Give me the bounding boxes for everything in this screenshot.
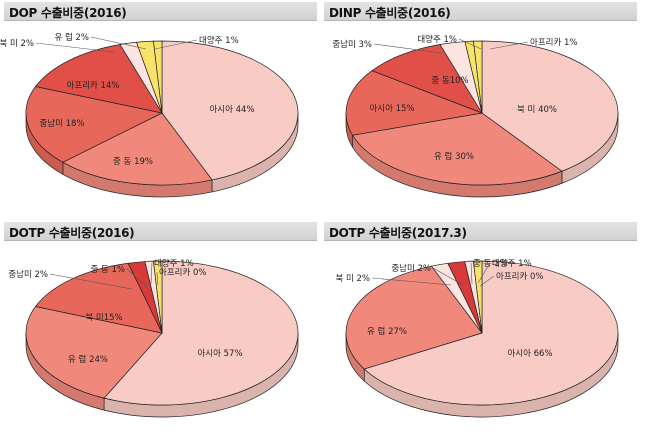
- leader-line: [458, 38, 482, 50]
- leader-line: [373, 43, 442, 54]
- leader-line: [432, 267, 464, 286]
- pie-chart: 아시아 66% 유 럽 27% 북 미 2% 중남미 2% 중 동 1%대양주 1% 아프…: [335, 258, 619, 418]
- data-label: 대양주 1%: [492, 258, 532, 269]
- data-label: 중남미 18%: [39, 119, 84, 129]
- data-label: 중남미 3%: [332, 40, 372, 50]
- leader-line: [371, 277, 452, 286]
- leader-line: [156, 271, 159, 286]
- data-label: 유 럽 2%: [54, 33, 89, 43]
- data-label: 아프리카 1%: [530, 37, 577, 48]
- leader-line: [90, 36, 147, 50]
- chart-panel-2: DINP 수출비중(2016) 북 미 40% 유 럽 30% 아시아 15% 중 동…: [324, 2, 645, 220]
- data-label: 북 미 40%: [517, 105, 557, 115]
- leader-line: [35, 42, 115, 53]
- data-label: 아프리카 14%: [67, 80, 120, 91]
- data-label: 유 럽 27%: [367, 327, 407, 337]
- leader-line: [49, 273, 133, 290]
- pie-slice: [481, 40, 619, 172]
- pie-slice: [153, 260, 163, 334]
- pie-slice: [363, 260, 619, 406]
- pie-slice: [473, 40, 483, 114]
- pie-slice: [25, 306, 163, 399]
- chart-panel-4: DOTP 수출비중(2017.3) 아시아 66% 유 럽 27% 북 미 2% 중남…: [324, 222, 645, 440]
- pie-slice: [25, 86, 164, 163]
- chart-title-bar: DOP 수출비중(2016): [4, 2, 317, 21]
- pie-chart: 아시아 44% 중 동 19% 중남미 18% 아프리카 14% 북 미 2% 유 럽 2…: [0, 33, 299, 198]
- chart-panel-3: DOTP 수출비중(2016) 아시아 57% 유 럽 24% 북 미15% 중남미 …: [4, 222, 325, 440]
- data-label: 중 동 1%: [90, 265, 125, 275]
- pie-slice: [62, 112, 213, 186]
- chart-title: DOP 수출비중(2016): [9, 6, 127, 20]
- data-label: 대양주 1%: [417, 34, 457, 45]
- data-label: 아프리카 0%: [496, 271, 543, 282]
- pie-slice: [352, 112, 563, 186]
- pie-slice: [103, 260, 299, 406]
- data-label: 아시아 15%: [369, 103, 414, 114]
- leader-line: [126, 268, 148, 288]
- leader-line: [479, 275, 495, 287]
- pie-slice: [34, 262, 163, 334]
- data-label: 아시아 66%: [507, 348, 552, 359]
- data-label: 중 동 19%: [113, 157, 153, 167]
- data-label: 대양주 1%: [154, 258, 194, 269]
- chart-title-bar: DOTP 수출비중(2016): [4, 222, 317, 241]
- pie-slice: [371, 44, 483, 114]
- data-label: 중 동10%: [431, 76, 468, 86]
- data-label: 북 미 2%: [0, 39, 34, 49]
- leader-line: [470, 262, 473, 285]
- data-label: 유 럽 24%: [68, 355, 108, 365]
- leader-line: [154, 39, 198, 50]
- pie-slice: [161, 40, 299, 181]
- pie-chart: 북 미 40% 유 럽 30% 아시아 15% 중 동10% 중남미 3% 대양주 1% 아…: [332, 34, 619, 198]
- data-label: 아시아 57%: [197, 348, 242, 359]
- chart-title: DINP 수출비중(2016): [329, 6, 451, 20]
- data-label: 북 미 2%: [335, 274, 370, 284]
- pie-slice: [345, 265, 483, 370]
- data-label: 북 미15%: [85, 313, 122, 323]
- leader-line: [477, 262, 491, 284]
- data-label: 중남미 2%: [391, 264, 431, 274]
- chart-title-bar: DOTP 수출비중(2017.3): [324, 222, 637, 241]
- data-label: 중 동 1%: [473, 259, 508, 269]
- chart-title: DOTP 수출비중(2017.3): [329, 226, 467, 240]
- data-label: 아시아 44%: [209, 104, 254, 115]
- pie-slice: [472, 260, 483, 334]
- leader-line: [489, 41, 529, 50]
- chart-title-bar: DINP 수출비중(2016): [324, 2, 637, 21]
- chart-panel-1: DOP 수출비중(2016) 아시아 44% 중 동 19% 중남미 18% 아프리카…: [0, 2, 325, 220]
- leader-line: [150, 262, 153, 285]
- pie-slice: [345, 70, 484, 136]
- data-label: 중남미 2%: [8, 270, 48, 280]
- data-label: 대양주 1%: [199, 35, 239, 46]
- data-label: 유 럽 30%: [434, 152, 474, 162]
- pie-slice: [153, 40, 163, 114]
- chart-title: DOTP 수출비중(2016): [9, 226, 135, 240]
- pie-chart: 아시아 57% 유 럽 24% 북 미15% 중남미 2% 중 동 1% 대양주 1%아프…: [8, 258, 299, 418]
- data-label: 아프리카 0%: [159, 267, 206, 278]
